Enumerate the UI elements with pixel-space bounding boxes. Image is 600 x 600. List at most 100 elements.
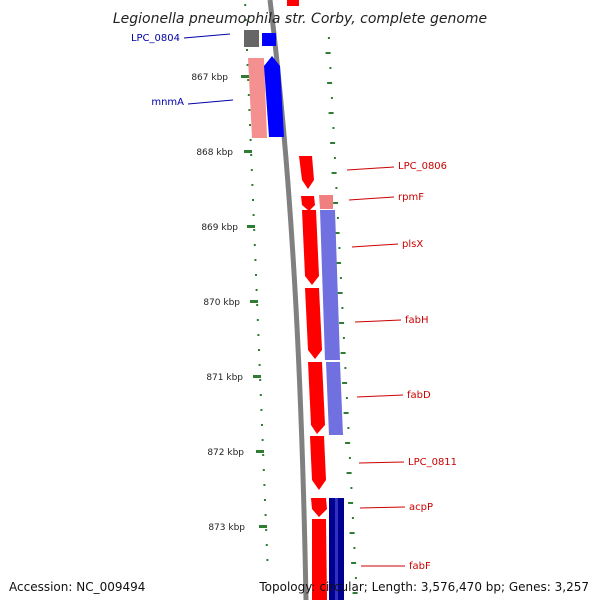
outer-tick [345,397,348,399]
major-tick [241,75,249,78]
genome-stats-text: Topology: circular; Length: 3,576,470 bp… [259,580,589,594]
outer-tick [340,352,346,354]
feature-acpp-reverse-stripe [335,498,338,600]
feature-lpc-0804[interactable] [262,33,276,46]
gene-label-rpmf[interactable]: rpmF [398,192,424,203]
outer-tick [351,562,357,564]
minor-tick [256,319,259,321]
outer-tick [337,292,343,294]
minor-tick [258,364,261,366]
major-tick [250,300,258,303]
major-tick [253,375,261,378]
minor-tick [255,289,258,291]
gene-label-plsx[interactable]: plsX [402,239,423,250]
feature-plsx-reverse[interactable] [320,210,340,360]
gene-label-lpc-0806[interactable]: LPC_0806 [398,161,447,172]
leader-rpmf [348,196,395,201]
accession-text: Accession: NC_009494 [9,580,146,594]
leader-fabd [356,394,404,398]
tick-label-873: 873 kbp [208,523,245,533]
minor-ticks [244,4,269,561]
outer-tick [327,82,333,84]
leader-lpc-0804 [183,33,231,39]
feature-fabf[interactable] [312,519,327,600]
outer-tick [342,382,348,384]
minor-tick [264,514,267,516]
outer-tick [349,532,355,534]
gene-features [244,0,344,600]
minor-tick [257,334,260,336]
feature-top-partial[interactable] [287,0,299,6]
minor-tick [249,124,251,126]
minor-tick [244,4,247,6]
minor-tick [254,259,257,261]
feature-fabd-reverse[interactable] [326,362,343,435]
outer-tick [344,367,347,369]
minor-tick [259,379,262,381]
minor-tick [250,169,253,171]
feature-fabd[interactable] [308,362,325,434]
major-ticks [241,75,267,528]
leader-fabh [354,319,402,323]
outer-tick [353,547,356,549]
feature-rpmf-light[interactable] [319,195,333,209]
outer-tick [336,217,339,219]
outer-tick [335,187,338,189]
feature-mnma-rna[interactable] [248,58,267,138]
gene-label-mnma[interactable]: mnmA [151,97,184,108]
outer-tick [351,517,354,519]
feature-fabh[interactable] [305,288,322,359]
outer-tick [331,172,337,174]
gene-label-lpc-0811[interactable]: LPC_0811 [408,457,457,468]
tick-label-870: 870 kbp [203,298,240,308]
minor-tick [261,424,263,426]
minor-tick [247,79,250,81]
outer-tick [338,247,341,249]
outer-tick [333,202,339,204]
minor-tick [263,484,266,486]
gene-label-lpc-0804[interactable]: LPC_0804 [131,33,180,44]
feature-mnma[interactable] [264,56,284,137]
minor-tick [264,499,266,501]
scale-labels: 867 kbp 868 kbp 869 kbp 870 kbp 871 kbp … [191,73,245,533]
minor-tick [253,244,256,246]
minor-tick [253,229,256,231]
minor-tick [258,349,260,351]
gene-label-fabh[interactable]: fabH [405,315,429,326]
tick-label-868: 868 kbp [196,148,233,158]
outer-tick [346,472,352,474]
genome-title: Legionella pneumophila str. Corby, compl… [113,11,487,27]
minor-tick [246,49,248,51]
outer-tick [329,67,332,69]
feature-plsx[interactable] [302,210,319,285]
tick-label-869: 869 kbp [201,223,238,233]
minor-tick [252,199,254,201]
leader-acpp [359,506,406,509]
feature-lpc-0806[interactable] [299,156,314,189]
minor-tick [261,439,264,441]
major-tick [247,225,255,228]
feature-rpmf[interactable] [301,196,315,211]
feature-lpc-0811[interactable] [310,436,326,490]
feature-acpp[interactable] [311,498,327,517]
outer-tick [347,427,350,429]
outer-tick [339,322,345,324]
outer-tick [342,337,345,339]
major-tick [259,525,267,528]
outer-tick [352,592,358,594]
major-tick [256,450,264,453]
gene-label-acpp[interactable]: acpP [409,502,433,513]
feature-lpc-0804-gray[interactable] [244,30,259,47]
minor-tick [266,559,269,561]
outer-tick [339,277,342,279]
leader-lpc-0811 [358,461,405,464]
minor-tick [265,529,268,531]
minor-tick [246,64,249,66]
gene-label-fabf[interactable]: fabF [409,561,431,572]
gene-label-fabd[interactable]: fabD [407,390,431,401]
minor-tick [252,214,255,216]
minor-tick [260,409,263,411]
gene-labels: LPC_0804 mnmA LPC_0806 rpmF plsX fabH fa… [131,33,457,572]
leader-lpc-0806 [346,166,395,171]
outer-tick [345,442,351,444]
